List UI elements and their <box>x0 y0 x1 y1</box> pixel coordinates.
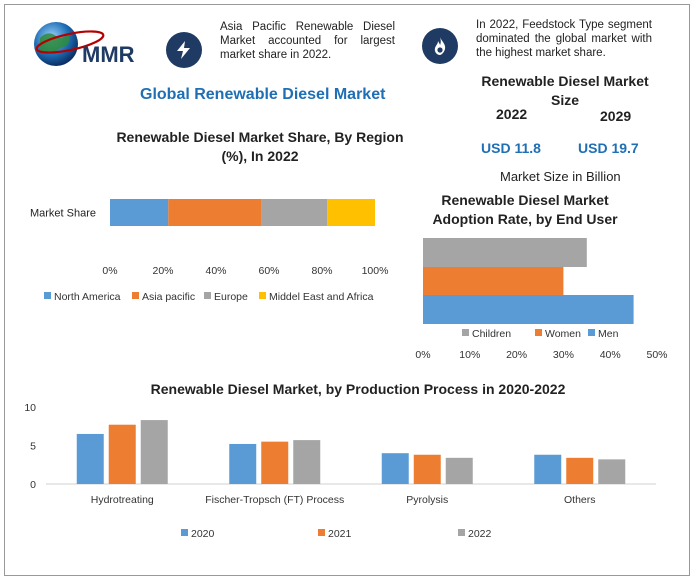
bar-women <box>423 267 564 296</box>
adoption-rate-chart: Children Women Men 0% 10% 20% 30% 40% 50% <box>415 238 668 361</box>
kpi-value-2022: USD 11.8 <box>481 140 541 156</box>
logo-text: MMR <box>82 42 135 67</box>
bar-others-2021 <box>566 457 594 484</box>
bar-segment-north-america <box>110 199 169 226</box>
x-tick-label: 60% <box>258 265 279 277</box>
mmr-logo: MMR <box>30 14 160 76</box>
production-process-chart: 0 5 10 Hydrotreating Fischer-Tropsch (FT) Pr… <box>24 402 656 540</box>
bar-fischer-tropsch-ft-process-2022 <box>293 440 321 484</box>
x-tick-label: 20% <box>152 265 173 277</box>
legend-swatch-2020 <box>181 529 188 536</box>
legend-label-2020: 2020 <box>191 528 215 540</box>
category-label-hydrotreating: Hydrotreating <box>91 494 154 506</box>
legend-swatch-women <box>535 329 542 336</box>
legend-label-men: Men <box>598 328 619 340</box>
legend-label-2022: 2022 <box>468 528 492 540</box>
flame-icon <box>422 28 458 64</box>
bar-hydrotreating-2021 <box>108 424 136 484</box>
y-tick-label: 10 <box>24 402 36 414</box>
category-label-others: Others <box>564 494 596 506</box>
x-tick-label: 0% <box>415 349 430 361</box>
kpi-value-2029: USD 19.7 <box>578 140 639 156</box>
callout-asia-pacific: Asia Pacific Renewable Diesel Market acc… <box>220 21 395 61</box>
bar-others-2020 <box>534 454 562 484</box>
lightning-icon <box>166 32 202 68</box>
y-tick-label: 5 <box>30 441 36 453</box>
bar-pyrolysis-2021 <box>413 454 441 484</box>
bar-children <box>423 238 587 267</box>
x-tick-label: 40% <box>205 265 226 277</box>
bar-pyrolysis-2020 <box>381 453 409 484</box>
bar-men <box>423 295 634 324</box>
globe-logo-icon: MMR <box>34 22 135 67</box>
kpi-title: Renewable Diesel Market Size <box>481 73 649 108</box>
x-tick-label: 30% <box>553 349 574 361</box>
region-share-chart: Market Share 0% 20% 40% 60% 80% 100% North Amer… <box>30 199 389 303</box>
x-tick-label: 10% <box>459 349 480 361</box>
kpi-year-2029: 2029 <box>600 108 632 124</box>
region-chart-title-text: Renewable Diesel Market Share, By Region… <box>116 129 404 164</box>
adoption-chart-title: Renewable Diesel Market Adoption Rate, b… <box>420 191 630 229</box>
bar-segment-europe <box>261 199 328 226</box>
category-label-pyrolysis: Pyrolysis <box>406 494 448 506</box>
legend-label-middel-east-and-africa: Middel East and Africa <box>269 291 374 303</box>
kpi-caption: Market Size in Billion <box>500 169 621 184</box>
legend-swatch-children <box>462 329 469 336</box>
infographic-frame <box>4 4 690 576</box>
process-chart-title: Renewable Diesel Market, by Production P… <box>80 380 636 399</box>
adoption-chart-title-text: Renewable Diesel Market Adoption Rate, b… <box>432 192 618 227</box>
page-title: Global Renewable Diesel Market <box>140 86 386 103</box>
x-tick-label: 50% <box>646 349 667 361</box>
x-tick-label: 0% <box>102 265 117 277</box>
legend-swatch-men <box>588 329 595 336</box>
x-tick-label: 100% <box>362 265 389 277</box>
legend-swatch-europe <box>204 292 211 299</box>
legend-swatch-north-america <box>44 292 51 299</box>
legend-label-children: Children <box>472 328 511 340</box>
bar-hydrotreating-2022 <box>140 420 168 484</box>
callout-feedstock: In 2022, Feedstock Type segment dominate… <box>476 19 652 59</box>
bar-fischer-tropsch-ft-process-2020 <box>229 443 257 484</box>
bar-pyrolysis-2022 <box>445 457 473 484</box>
category-label: Market Share <box>30 208 96 220</box>
process-chart-title-text: Renewable Diesel Market, by Production P… <box>150 381 566 397</box>
y-tick-label: 0 <box>30 479 36 491</box>
legend-label-north-america: North America <box>54 291 121 303</box>
bar-segment-middel-east-and-africa <box>327 199 375 226</box>
region-chart-title: Renewable Diesel Market Share, By Region… <box>110 128 410 166</box>
bar-others-2022 <box>598 459 626 484</box>
bar-segment-asia-pacific <box>168 199 262 226</box>
legend-label-2021: 2021 <box>328 528 352 540</box>
legend-swatch-middel-east-and-africa <box>259 292 266 299</box>
bar-hydrotreating-2020 <box>76 433 104 484</box>
x-tick-label: 40% <box>600 349 621 361</box>
legend-swatch-asia-pacific <box>132 292 139 299</box>
bar-fischer-tropsch-ft-process-2021 <box>261 441 289 484</box>
category-label-fischer-tropsch-ft-process: Fischer-Tropsch (FT) Process <box>205 494 344 506</box>
legend-label-asia-pacific: Asia pacific <box>142 291 195 303</box>
legend-swatch-2021 <box>318 529 325 536</box>
legend-label-women: Women <box>545 328 581 340</box>
kpi-year-2022: 2022 <box>496 106 528 122</box>
legend-swatch-2022 <box>458 529 465 536</box>
x-tick-label: 20% <box>506 349 527 361</box>
legend-label-europe: Europe <box>214 291 248 303</box>
x-tick-label: 80% <box>311 265 332 277</box>
